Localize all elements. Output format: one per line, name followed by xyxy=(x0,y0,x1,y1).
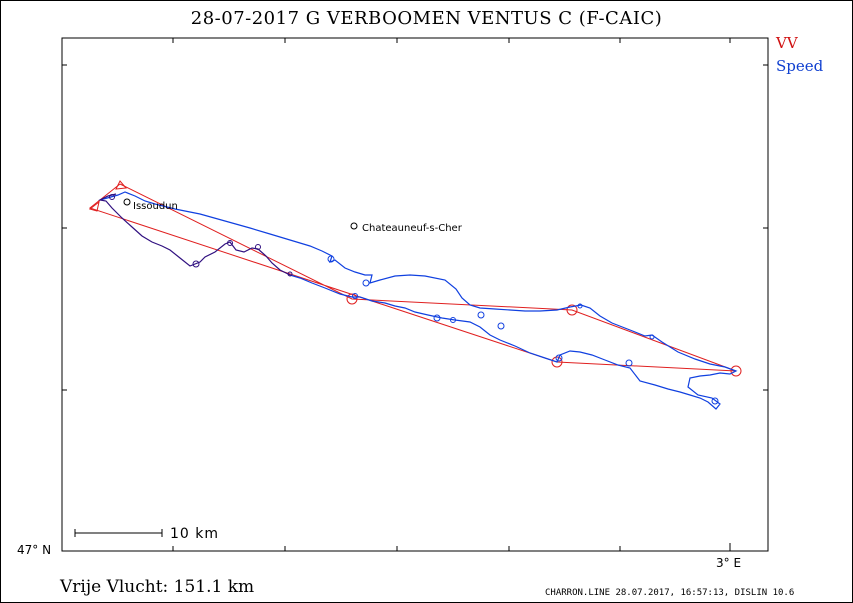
legend-speed: Speed xyxy=(776,57,824,75)
thermal-loops-return xyxy=(109,194,293,277)
top-ticks xyxy=(172,38,731,43)
flight-title: 28-07-2017 G VERBOOMEN VENTUS C (F-CAIC) xyxy=(190,8,663,29)
turnpoint-marker xyxy=(346,293,358,305)
scale-bar xyxy=(74,529,163,537)
flight-track-return xyxy=(98,193,291,276)
distance-summary: Vrije Vlucht: 151.1 km xyxy=(60,577,255,597)
turnpoint-marker xyxy=(551,356,563,368)
turnpoint-marker xyxy=(730,365,742,377)
place-label-chateauneuf: Chateauneuf-s-Cher xyxy=(362,223,462,234)
task-polygon xyxy=(88,180,742,377)
map-border xyxy=(61,37,769,552)
bottom-ticks xyxy=(172,543,731,551)
flight-track-outbound xyxy=(99,191,738,410)
turnpoint-marker xyxy=(566,304,578,316)
finish-triangle xyxy=(88,200,100,212)
place-marker-chateauneuf xyxy=(350,222,358,230)
start-triangle xyxy=(115,180,128,190)
thermal-loops xyxy=(327,255,719,405)
legend-vv: VV xyxy=(776,34,798,52)
right-ticks xyxy=(763,64,768,391)
latitude-label: 47° N xyxy=(17,543,52,557)
file-info: CHARRON.LINE 28.07.2017, 16:57:13, DISLI… xyxy=(545,588,795,598)
place-label-issoudun: Issoudun xyxy=(133,201,178,212)
longitude-label: 3° E xyxy=(716,556,742,570)
scale-label: 10 km xyxy=(170,526,220,542)
place-marker-issoudun xyxy=(123,198,131,206)
left-ticks xyxy=(62,64,70,552)
